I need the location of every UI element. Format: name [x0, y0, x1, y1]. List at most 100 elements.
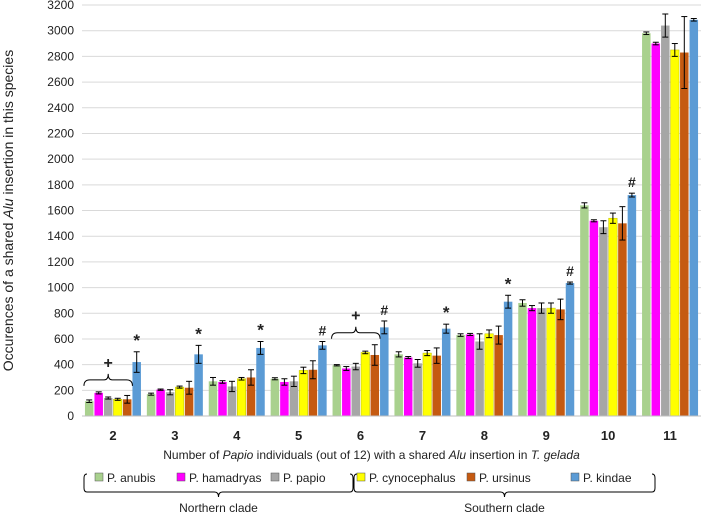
legend-swatch	[570, 472, 580, 482]
bar	[503, 301, 513, 416]
group-brace	[83, 373, 133, 386]
x-tick-label: 4	[233, 428, 241, 443]
error-bar	[290, 375, 297, 387]
significance-mark: *	[505, 274, 512, 293]
bar	[518, 302, 527, 416]
error-bar	[690, 17, 697, 22]
y-axis-ticks: 0 200 400 600 800 1000 1200 1400 1600 1800 2000 220…	[47, 0, 74, 423]
error-bar	[195, 344, 202, 364]
bar	[84, 401, 94, 416]
bar	[342, 368, 351, 416]
y-tick-label: 2000	[47, 152, 74, 166]
y-tick-label: 0	[67, 409, 74, 423]
gridlines	[82, 4, 701, 417]
bar	[661, 25, 670, 417]
bar	[156, 389, 165, 416]
bar	[208, 381, 218, 416]
error-bar	[176, 385, 183, 389]
bar	[289, 381, 299, 416]
y-tick-label: 1800	[47, 178, 74, 192]
bar	[441, 328, 451, 416]
bar	[394, 354, 403, 416]
error-bar	[333, 364, 340, 367]
error-bar	[167, 389, 174, 396]
error-bar	[114, 397, 121, 401]
x-tick-label: 6	[357, 428, 364, 443]
y-tick-label: 1000	[47, 281, 74, 295]
bars	[84, 19, 699, 417]
y-tick-label: 3000	[47, 24, 74, 38]
error-bar	[548, 302, 554, 314]
group-brace	[331, 326, 381, 339]
error-bar	[671, 43, 678, 57]
significance-mark: *	[195, 324, 202, 343]
bar	[227, 386, 237, 416]
bar	[642, 33, 651, 416]
legend-label: P. hamadryas	[189, 471, 262, 485]
clade-label: Southern clade	[464, 501, 545, 515]
error-bar	[652, 41, 659, 46]
legend-item: P. anubis	[94, 471, 156, 485]
error-bar	[424, 349, 431, 357]
bar	[537, 308, 546, 416]
error-bar	[405, 356, 412, 360]
error-bar	[309, 360, 316, 380]
bar	[413, 363, 422, 416]
legend-swatch	[270, 472, 280, 482]
error-bar	[476, 333, 483, 350]
error-bar	[248, 369, 254, 386]
bar	[689, 19, 699, 416]
error-bar	[590, 219, 597, 223]
bar	[237, 378, 246, 417]
bar	[194, 354, 203, 416]
legend-item: P. ursinus	[466, 471, 531, 485]
error-bar	[414, 358, 421, 368]
legend-swatch	[94, 472, 104, 482]
error-bar	[186, 380, 193, 395]
legend-item: P. cynocephalus	[356, 471, 456, 485]
bar	[146, 394, 156, 416]
group-mark: +	[351, 308, 360, 325]
x-tick-label: 3	[171, 428, 178, 443]
y-tick-label: 1200	[47, 255, 74, 269]
error-bar	[148, 392, 155, 396]
error-bar	[681, 16, 688, 89]
error-bar	[371, 344, 378, 366]
x-axis-label: Number of Papio individuals (out of 12) …	[163, 448, 580, 462]
legend-swatch	[176, 472, 186, 482]
error-bar	[229, 380, 235, 393]
bar	[565, 283, 575, 416]
bar	[165, 392, 175, 416]
x-tick-label: 2	[109, 428, 116, 443]
legend-swatch	[466, 472, 476, 482]
bar	[475, 341, 484, 416]
bar	[465, 334, 475, 416]
bar	[527, 308, 537, 416]
error-bar	[238, 376, 245, 381]
error-bar	[619, 206, 626, 241]
error-bar	[467, 332, 474, 336]
x-tick-label: 5	[295, 428, 302, 443]
error-bar	[157, 388, 164, 391]
bar	[599, 227, 608, 416]
error-bar	[662, 13, 669, 38]
legend-label: P. papio	[283, 471, 326, 485]
y-tick-label: 600	[54, 332, 74, 346]
y-tick-label: 400	[54, 358, 74, 372]
bar	[103, 398, 113, 416]
error-bar	[271, 377, 278, 381]
error-bar	[643, 31, 650, 36]
error-bar	[124, 394, 131, 404]
legend-label: P. cynocephalus	[369, 471, 456, 485]
bar	[256, 347, 265, 416]
y-tick-label: 1600	[47, 204, 74, 218]
bar	[113, 399, 123, 417]
error-bar	[505, 294, 512, 309]
significance-mark: *	[133, 331, 140, 350]
bar	[122, 399, 132, 416]
error-bar	[257, 341, 264, 355]
error-bar	[210, 376, 216, 386]
error-bar	[581, 202, 588, 209]
error-bar	[86, 399, 93, 404]
clade-brackets: Northern clade Southern clade	[83, 473, 656, 515]
